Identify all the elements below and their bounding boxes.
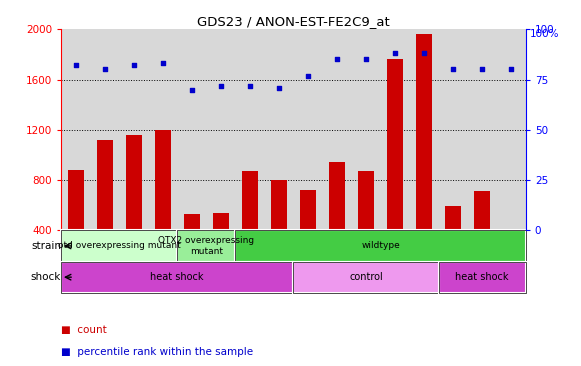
Text: wildtype: wildtype [361, 242, 400, 250]
Bar [439, 262, 526, 293]
Bar [445, 206, 461, 230]
Text: OTX2 overexpressing
mutant: OTX2 overexpressing mutant [158, 236, 254, 255]
Point [478, 67, 487, 72]
Bar [329, 163, 345, 230]
Point [71, 63, 80, 68]
Bar [61, 230, 177, 262]
Text: shock: shock [31, 272, 61, 282]
Bar [439, 262, 526, 293]
Text: heat shock: heat shock [456, 272, 509, 282]
Bar [474, 191, 490, 230]
Bar [293, 262, 439, 293]
Text: ■  percentile rank within the sample: ■ percentile rank within the sample [61, 347, 253, 357]
Bar [61, 230, 177, 262]
Point [100, 67, 109, 72]
Bar [293, 262, 439, 293]
Bar [416, 34, 432, 230]
Point [129, 63, 138, 68]
Point [419, 51, 429, 56]
Bar [300, 190, 316, 230]
Bar [184, 214, 200, 230]
Point [390, 51, 400, 56]
Point [216, 83, 225, 89]
Bar [177, 230, 235, 262]
Point [158, 60, 167, 66]
Point [361, 56, 371, 62]
Bar [125, 135, 142, 230]
Bar [242, 171, 258, 230]
Point [303, 72, 313, 78]
Bar [61, 262, 293, 293]
Point [449, 67, 458, 72]
Point [187, 87, 196, 93]
Bar [177, 230, 235, 262]
Point [274, 85, 284, 90]
Text: strain: strain [31, 241, 61, 251]
Text: ■  count: ■ count [61, 325, 107, 335]
Bar [387, 59, 403, 230]
Text: otd overexpressing mutant: otd overexpressing mutant [58, 242, 181, 250]
Point [507, 67, 516, 72]
Bar [155, 130, 171, 230]
Text: heat shock: heat shock [150, 272, 204, 282]
Bar [61, 262, 293, 293]
Bar [235, 230, 526, 262]
Title: GDS23 / ANON-EST-FE2C9_at: GDS23 / ANON-EST-FE2C9_at [197, 15, 390, 28]
Bar [358, 171, 374, 230]
Bar [96, 140, 113, 230]
Bar [67, 170, 84, 230]
Text: 100%: 100% [530, 29, 560, 39]
Point [245, 83, 254, 89]
Bar [503, 230, 519, 233]
Point [332, 56, 342, 62]
Text: control: control [349, 272, 383, 282]
Bar [271, 180, 287, 230]
Bar [213, 213, 229, 230]
Bar [235, 230, 526, 262]
